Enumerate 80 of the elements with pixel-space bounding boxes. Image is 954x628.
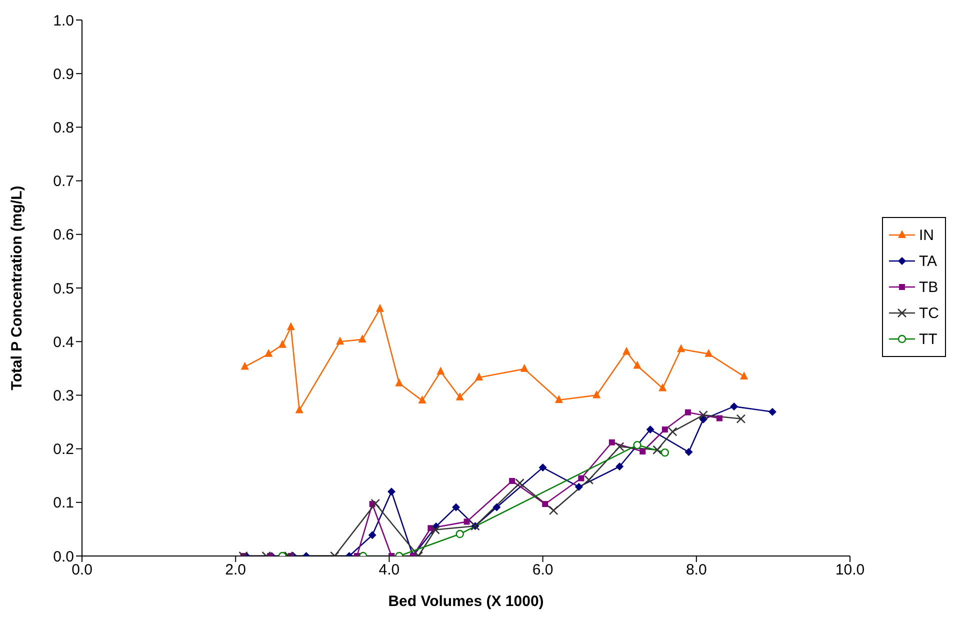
point [554, 395, 563, 404]
x-tick-label: 4.0 [378, 562, 400, 579]
point [684, 409, 691, 416]
point [520, 364, 528, 372]
point [684, 448, 693, 456]
point [428, 525, 434, 532]
point [768, 408, 776, 416]
point [456, 530, 464, 538]
point [578, 475, 584, 482]
y-tick-label: 0.1 [53, 494, 74, 512]
point [662, 426, 668, 433]
point [633, 440, 642, 450]
point [430, 525, 440, 534]
legend-label: IN [919, 226, 934, 244]
point [240, 362, 249, 370]
point [492, 503, 501, 512]
y-tick-label: 0.3 [53, 388, 74, 405]
point [704, 348, 713, 357]
x-tick-label: 2.0 [225, 562, 246, 579]
point [640, 448, 646, 454]
legend-label: TB [919, 278, 938, 296]
y-tick-label: 0.4 [53, 334, 74, 351]
y-tick-label: 0.9 [53, 66, 74, 83]
point [736, 414, 746, 424]
point [677, 344, 686, 352]
point [388, 488, 396, 496]
point [584, 475, 594, 485]
point [652, 445, 662, 455]
point [286, 322, 295, 330]
x-axis-title: Bed Volumes (X 1000) [388, 593, 544, 610]
point [368, 531, 376, 540]
legend-label: TC [919, 304, 939, 322]
point [509, 478, 516, 484]
point [452, 503, 460, 512]
point [358, 334, 366, 342]
point [548, 506, 558, 516]
legend-label: TA [919, 252, 938, 270]
point [370, 498, 380, 508]
y-tick-label: 0.8 [53, 120, 74, 137]
point [538, 464, 547, 472]
point [658, 383, 667, 392]
point [633, 360, 642, 369]
y-tick-label: 0.5 [53, 280, 74, 298]
point [464, 518, 470, 525]
point [295, 405, 304, 414]
point [515, 478, 524, 488]
point [542, 501, 548, 508]
point [418, 396, 426, 404]
x-tick-label: 0.0 [72, 562, 92, 579]
point [646, 426, 654, 434]
point [395, 378, 404, 386]
point [278, 340, 286, 348]
x-tick-label: 10.0 [835, 562, 865, 579]
y-tick-label: 0.7 [53, 173, 74, 190]
y-tick-label: 0.6 [53, 226, 74, 244]
point [716, 415, 722, 422]
legend-label: TT [919, 330, 938, 348]
point [668, 427, 678, 436]
x-tick-label: 8.0 [686, 562, 707, 579]
point [608, 439, 615, 446]
y-tick-label: 0.2 [53, 441, 74, 458]
y-axis-title: Total P Concentration (mg/L) [8, 186, 26, 390]
point [592, 390, 601, 398]
point [336, 336, 344, 345]
point [698, 410, 708, 420]
x-tick-label: 6.0 [532, 562, 554, 579]
point [475, 372, 484, 381]
point [436, 366, 445, 375]
point [730, 402, 738, 410]
y-tick-label: 1.0 [53, 12, 74, 30]
point [660, 448, 670, 457]
point [622, 346, 631, 355]
point [616, 462, 624, 470]
point [376, 304, 384, 312]
y-tick-label: 0.0 [53, 548, 74, 566]
point [574, 482, 583, 491]
point [456, 392, 464, 400]
point [740, 371, 748, 380]
point [614, 442, 624, 452]
point [264, 348, 273, 357]
